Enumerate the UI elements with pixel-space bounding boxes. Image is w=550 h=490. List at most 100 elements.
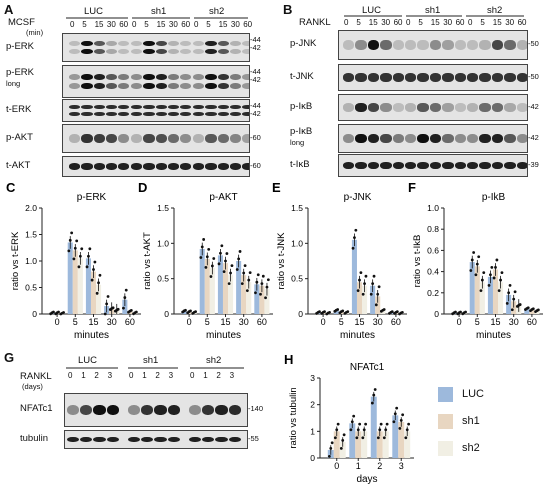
data-point	[349, 428, 353, 432]
blot-band	[467, 162, 479, 169]
blot-band	[93, 41, 105, 47]
panel-A-row-label: p-ERK	[6, 40, 34, 52]
data-point	[204, 265, 208, 269]
panel-B-blot-strip	[338, 64, 528, 91]
blot-band	[167, 82, 180, 89]
blot-band	[217, 82, 229, 89]
data-point	[199, 256, 203, 259]
y-tick-label: 1.0	[157, 238, 169, 248]
x-axis-label: minutes	[206, 330, 241, 341]
x-tick-label: 60	[125, 317, 135, 327]
blot-band	[143, 48, 155, 54]
blot-band	[202, 404, 215, 416]
blot-band	[69, 105, 81, 110]
panel-B-time-label: 5	[480, 18, 485, 27]
data-point	[346, 310, 350, 314]
data-point	[235, 268, 239, 271]
data-point	[95, 291, 99, 295]
blot-band	[106, 436, 119, 443]
blot-band	[516, 162, 527, 169]
panel-A-mw-marker: -60	[250, 160, 261, 170]
blot-band	[491, 134, 504, 143]
blot-band	[81, 41, 93, 47]
data-point	[90, 278, 94, 282]
data-point	[80, 247, 84, 251]
blot-band	[417, 103, 429, 112]
blot-band	[80, 436, 93, 443]
data-point	[364, 274, 368, 278]
blot-band	[154, 404, 167, 416]
panel-A-unit-label: (min)	[26, 28, 44, 37]
bar-sh1	[241, 275, 247, 314]
y-tick-label: 0.2	[427, 288, 439, 298]
blot-band	[81, 134, 93, 143]
bar-luc	[67, 242, 73, 314]
blot-band	[93, 163, 105, 170]
blot-band	[442, 73, 454, 82]
blot-band	[516, 40, 527, 50]
data-point	[85, 265, 89, 269]
bar-luc	[181, 311, 187, 314]
blot-band	[205, 134, 217, 143]
data-point	[495, 258, 499, 262]
x-tick-label: 15	[220, 317, 230, 327]
x-tick-label: 60	[257, 317, 267, 327]
blot-band	[141, 436, 154, 443]
blot-band	[228, 436, 241, 443]
data-point	[358, 422, 362, 426]
blot-band	[131, 134, 143, 143]
blot-band	[105, 82, 118, 89]
data-point	[330, 441, 334, 445]
blot-band	[217, 105, 229, 110]
blot-band	[118, 163, 130, 170]
data-point	[392, 420, 396, 424]
panel-B-time-label: 60	[455, 18, 465, 27]
blot-band	[467, 103, 479, 112]
blot-band	[504, 103, 516, 112]
y-tick-label: 1.5	[25, 230, 37, 240]
panel-B-time-label: 15	[430, 18, 440, 27]
blot-band	[479, 134, 491, 143]
data-point	[57, 310, 60, 314]
panel-B-time-label: 0	[344, 18, 349, 27]
panel-A-mw-marker: -44	[250, 101, 261, 110]
blot-band	[143, 134, 155, 143]
data-point	[356, 289, 360, 293]
blot-band	[229, 41, 242, 47]
bar-sh1	[355, 431, 362, 458]
panel-G-group-sh2: sh2	[206, 355, 222, 366]
blot-band	[392, 162, 404, 169]
data-point	[318, 310, 321, 314]
blot-band	[128, 404, 141, 416]
blot-band	[167, 105, 180, 110]
y-tick-label: 0	[310, 453, 315, 463]
x-tick-label: 5	[475, 317, 480, 327]
blot-band	[405, 134, 417, 143]
panel-G-row-label: tubulin	[20, 432, 48, 444]
bar-sh2	[479, 282, 485, 314]
blot-band	[228, 404, 241, 416]
data-point	[398, 427, 402, 430]
blot-band	[193, 82, 205, 89]
bar-sh1	[492, 269, 499, 314]
panel-G-letter: G	[4, 350, 15, 365]
blot-band	[93, 48, 105, 54]
x-tick-label: 0	[55, 317, 60, 327]
data-point	[377, 285, 381, 289]
panel-B-blot-strip	[338, 30, 528, 60]
panel-B-mw-marker: -50	[528, 71, 539, 81]
data-point	[222, 270, 226, 273]
panel-A-mw-marker: -42	[250, 75, 261, 84]
blot-band	[229, 111, 242, 116]
data-point	[212, 257, 216, 260]
panel-A-mw-marker: -42	[250, 109, 261, 118]
bar-sh2	[404, 431, 411, 458]
data-point	[454, 310, 457, 314]
blot-band	[215, 436, 228, 443]
blot-band	[69, 74, 81, 81]
blot-band	[143, 111, 155, 116]
blot-band	[417, 162, 429, 169]
blot-band	[217, 134, 229, 143]
data-point	[390, 310, 394, 314]
data-point	[88, 247, 92, 251]
